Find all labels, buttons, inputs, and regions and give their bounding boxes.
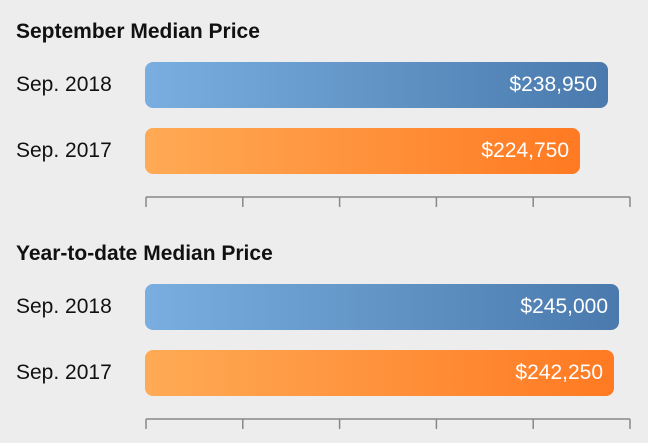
category-label: Sep. 2018 (16, 73, 112, 96)
x-axis (145, 196, 631, 207)
category-label: Sep. 2017 (16, 139, 112, 162)
chart-title: Year-to-date Median Price (16, 242, 273, 265)
x-axis (145, 418, 631, 429)
bar-value-label: $238,950 (509, 73, 597, 96)
chart-title: September Median Price (16, 20, 260, 43)
category-label: Sep. 2018 (16, 295, 112, 318)
bar-row: Sep. 2018 $245,000 (0, 284, 648, 330)
bar-row: Sep. 2017 $242,250 (0, 350, 648, 396)
bar-value-label: $224,750 (481, 139, 569, 162)
bar-row: Sep. 2018 $238,950 (0, 62, 648, 108)
bar: $238,950 (145, 62, 608, 108)
september-median-price-chart: September Median Price Sep. 2018 $238,95… (0, 0, 648, 221)
bar: $242,250 (145, 350, 614, 396)
bar-row: Sep. 2017 $224,750 (0, 128, 648, 174)
bar-value-label: $242,250 (515, 361, 603, 384)
category-label: Sep. 2017 (16, 361, 112, 384)
bar: $245,000 (145, 284, 619, 330)
year-to-date-median-price-chart: Year-to-date Median Price Sep. 2018 $245… (0, 222, 648, 443)
bar-value-label: $245,000 (520, 295, 608, 318)
bar: $224,750 (145, 128, 580, 174)
